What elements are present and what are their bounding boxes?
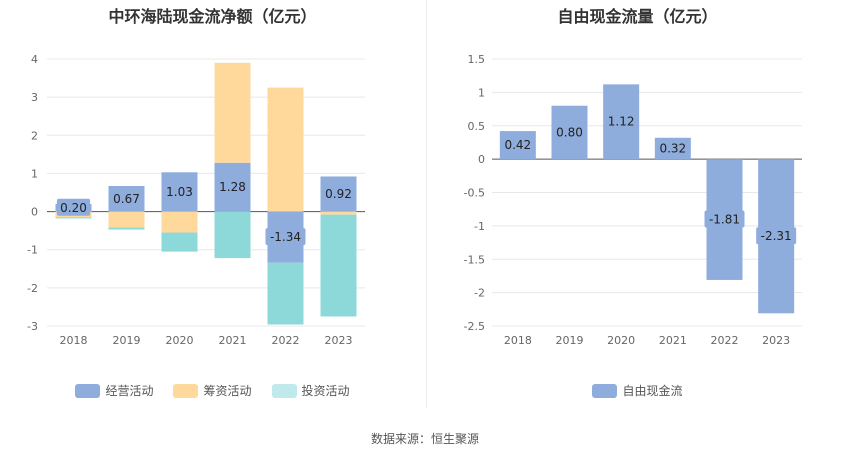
bar-2021-series-1 (214, 62, 251, 163)
legend-item[interactable]: 筹资活动 (173, 382, 252, 399)
y-tick-label: -2 (474, 287, 485, 300)
data-label-bg (704, 210, 745, 228)
y-tick-label: 1 (478, 86, 485, 99)
bar-2022-series-2 (267, 262, 304, 325)
data-label: -2.31 (761, 229, 792, 243)
legend-label: 筹资活动 (203, 384, 252, 398)
y-tick-label: -0.5 (464, 187, 485, 200)
data-label-bg (552, 123, 587, 141)
bar-2019-series-1 (108, 211, 145, 228)
data-label-bg (109, 189, 144, 207)
data-label: 0.42 (504, 138, 531, 152)
data-label-bg (321, 185, 356, 203)
free-cashflow-plot: 1.5 1 0.5 0 -0.5 -1 -1.5 -2 -2.5 2018 2019 2020 2021… (464, 53, 802, 347)
x-tick-label: 2018 (504, 334, 532, 347)
data-label: 0.67 (113, 192, 140, 206)
x-tick-label: 2023 (325, 334, 353, 347)
x-tick-label: 2021 (659, 334, 687, 347)
free-cashflow-chart-panel: 自由现金流量（亿元） 1.5 1 0.5 0 -0.5 -1 -1.5 -2 -2.5 2018 2… (425, 0, 850, 400)
data-label-bg (656, 139, 690, 157)
free-cashflow-legend: 自由现金流 (425, 382, 850, 399)
data-label: 0.92 (325, 187, 352, 201)
bar-2022-series-1 (267, 87, 304, 212)
y-tick-label: -1 (474, 220, 485, 233)
data-label: 0.32 (659, 141, 686, 155)
x-tick-label: 2018 (60, 334, 88, 347)
x-tick-label: 2023 (762, 334, 790, 347)
y-tick-label: 0.5 (468, 120, 486, 133)
x-tick-label: 2022 (272, 334, 300, 347)
y-tick-label: -2.5 (464, 320, 485, 333)
chart-title: 中环海陆现金流净额（亿元） (108, 7, 317, 26)
x-tick-label: 2021 (219, 334, 247, 347)
bar-2020-series-2 (161, 232, 198, 252)
chart-title: 自由现金流量（亿元） (557, 7, 718, 26)
x-tick-label: 2022 (711, 334, 739, 347)
y-tick-label: 1 (31, 167, 38, 180)
x-tick-label: 2020 (166, 334, 194, 347)
y-tick-label: -2 (27, 282, 38, 295)
y-tick-label: -3 (27, 320, 38, 333)
legend-swatch (75, 383, 101, 398)
data-label: 1.03 (166, 185, 193, 199)
y-tick-label: 1.5 (468, 53, 486, 66)
data-label-bg (162, 182, 197, 200)
x-tick-label: 2020 (607, 334, 635, 347)
data-label-bg (756, 227, 797, 245)
y-tick-label: 0 (31, 206, 38, 219)
bar-2023-series-1 (320, 211, 357, 215)
legend-swatch (271, 383, 297, 398)
bar-2018-series-2 (55, 217, 92, 219)
data-label: -1.81 (709, 213, 740, 227)
x-tick-label: 2019 (113, 334, 141, 347)
legend-swatch (173, 383, 199, 398)
data-label: 1.12 (608, 115, 635, 129)
y-tick-label: 4 (31, 53, 38, 66)
cashflow-chart-panel: 中环海陆现金流净额（亿元） 4 3 2 1 0 -1 -2 -3 2018 2019 2020 202… (0, 0, 425, 400)
bar-2020-series-1 (161, 211, 198, 233)
y-tick-label: 2 (31, 129, 38, 142)
y-tick-label: -1.5 (464, 253, 485, 266)
data-label: 1.28 (219, 180, 246, 194)
data-label-bg (56, 198, 91, 216)
legend-item[interactable]: 自由现金流 (592, 382, 683, 399)
y-tick-label: 3 (31, 91, 38, 104)
legend-swatch (592, 383, 618, 398)
legend-label: 自由现金流 (622, 384, 683, 398)
cashflow-plot: 4 3 2 1 0 -1 -2 -3 2018 2019 2020 2021 2022 2023 0.20 0… (27, 53, 365, 347)
legend-item[interactable]: 经营活动 (75, 382, 153, 399)
cashflow-legend: 经营活动 筹资活动 投资活动 (0, 382, 425, 399)
data-label: 0.20 (60, 201, 87, 215)
data-label-bg (265, 228, 306, 246)
legend-item[interactable]: 投资活动 (271, 382, 350, 399)
y-tick-label: 0 (478, 153, 485, 166)
data-label: 0.80 (556, 125, 583, 139)
data-label: -1.34 (270, 230, 301, 244)
legend-label: 经营活动 (105, 384, 154, 398)
data-source-footer: 数据来源：恒生聚源 (370, 432, 479, 446)
bar-2023-series-2 (320, 214, 357, 317)
data-label-bg (501, 136, 535, 154)
data-label-bg (215, 178, 250, 196)
data-label-bg (604, 112, 638, 130)
y-tick-label: -1 (27, 244, 38, 257)
bar-2021-series-2 (214, 211, 251, 259)
bar-2019-series-2 (108, 227, 145, 230)
x-tick-label: 2019 (556, 334, 584, 347)
legend-label: 投资活动 (301, 384, 350, 398)
panel-divider (426, 0, 427, 408)
